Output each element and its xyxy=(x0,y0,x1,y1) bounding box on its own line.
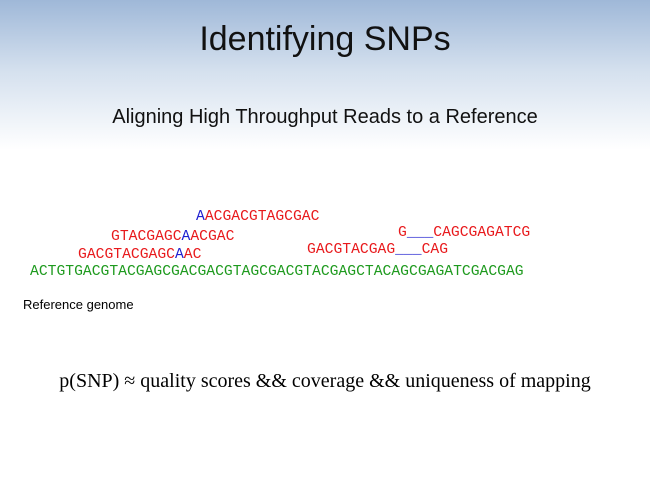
slide-title: Identifying SNPs xyxy=(199,20,451,58)
read: G___CAGCGAGATCG xyxy=(398,225,530,241)
slide-subtitle: Aligning High Throughput Reads to a Refe… xyxy=(112,106,538,128)
read-segment: CAG xyxy=(421,242,449,258)
read-segment: G xyxy=(398,225,407,241)
reference-sequence: ACTGTGACGTACGAGCGACGACGTAGCGACGTACGAGCTA… xyxy=(30,264,524,280)
read-segment: ___ xyxy=(406,225,434,241)
read-segment: A xyxy=(196,209,205,225)
read-segment: ___ xyxy=(395,242,422,258)
read-segment: ACGACGTAGCGAC xyxy=(204,209,320,225)
formula: p(SNP) ≈ quality scores && coverage && u… xyxy=(59,370,591,392)
read: GACGTACGAG___CAG xyxy=(307,242,448,258)
read: GTACGAGCAACGAC xyxy=(111,229,234,245)
read-segment: GTACGAGC xyxy=(111,229,182,245)
read-segment: AC xyxy=(183,247,202,263)
read-segment: GACGTACGAGC xyxy=(78,247,175,263)
reference-label: Reference genome xyxy=(23,297,134,312)
read: AACGACGTAGCGAC xyxy=(196,209,319,225)
read-segment: GACGTACGAG xyxy=(307,242,396,258)
read: GACGTACGAGCAAC xyxy=(78,247,201,263)
read-segment: CAGCGAGATCG xyxy=(433,225,531,241)
read-segment: A xyxy=(174,247,184,263)
read-segment: A xyxy=(181,229,191,245)
read-segment: ACGAC xyxy=(190,229,235,245)
